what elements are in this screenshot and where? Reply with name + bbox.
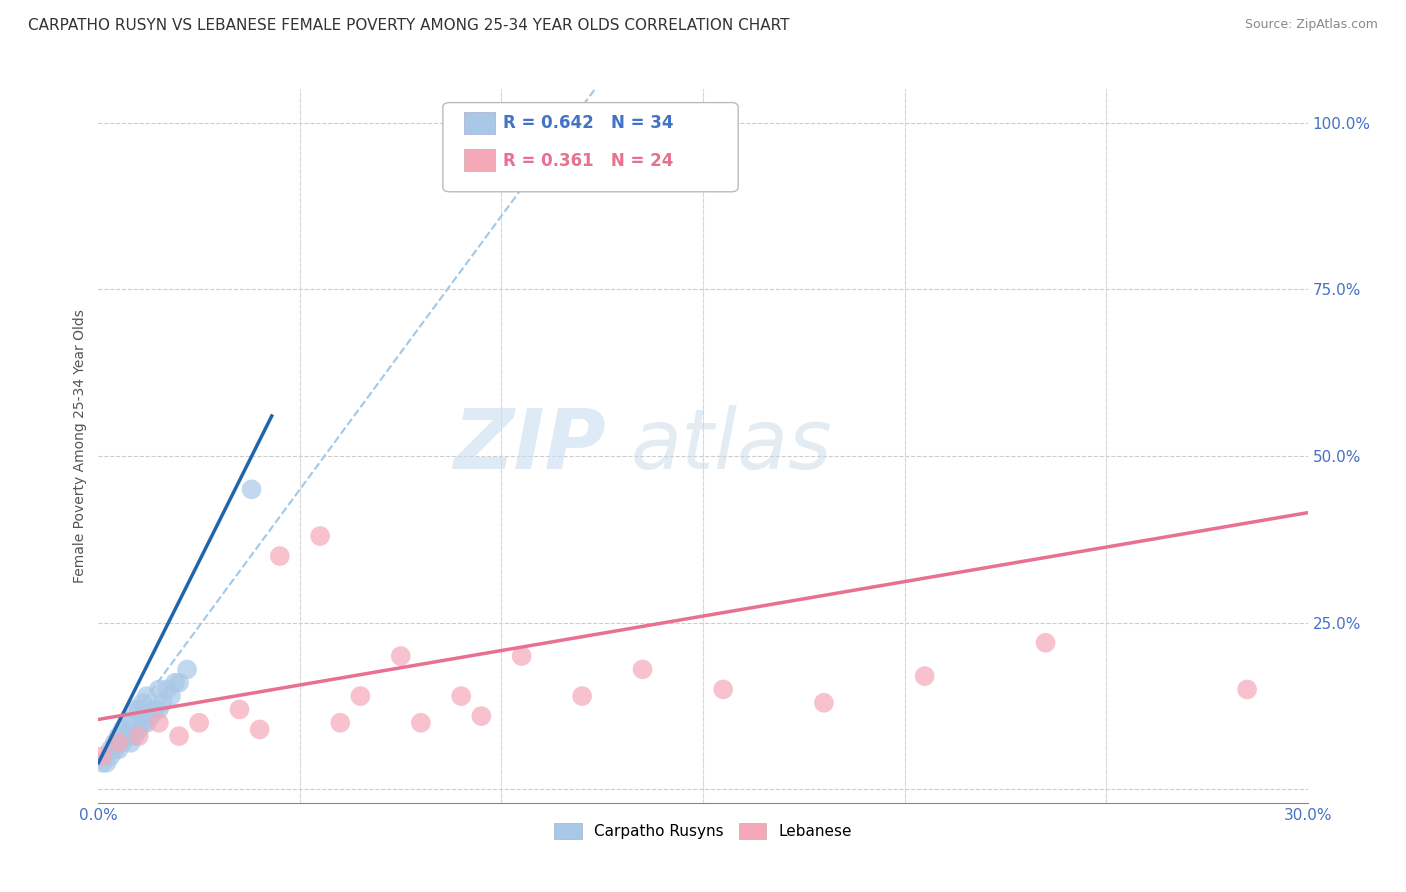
Text: R = 0.642   N = 34: R = 0.642 N = 34 <box>503 114 673 132</box>
Point <box>148 715 170 730</box>
Point <box>128 729 150 743</box>
Point <box>128 723 150 737</box>
Point <box>1236 682 1258 697</box>
Point <box>1035 636 1057 650</box>
Point <box>240 483 263 497</box>
Point <box>124 702 146 716</box>
Point <box>115 729 138 743</box>
Point <box>115 715 138 730</box>
Point <box>228 702 250 716</box>
Point <box>120 715 142 730</box>
Point <box>139 709 162 723</box>
Point <box>329 715 352 730</box>
Point <box>167 729 190 743</box>
Point <box>510 649 533 664</box>
Point <box>143 702 166 716</box>
Text: CARPATHO RUSYN VS LEBANESE FEMALE POVERTY AMONG 25-34 YEAR OLDS CORRELATION CHAR: CARPATHO RUSYN VS LEBANESE FEMALE POVERT… <box>28 18 790 33</box>
Legend: Carpatho Rusyns, Lebanese: Carpatho Rusyns, Lebanese <box>548 817 858 845</box>
Point <box>349 689 371 703</box>
Point <box>631 662 654 676</box>
Point <box>107 736 129 750</box>
Text: ZIP: ZIP <box>454 406 606 486</box>
Point <box>111 736 134 750</box>
Point <box>711 682 734 697</box>
Point <box>152 696 174 710</box>
Point <box>249 723 271 737</box>
Point <box>914 669 936 683</box>
Point <box>96 756 118 770</box>
Point <box>100 742 122 756</box>
Point <box>120 736 142 750</box>
Point <box>163 675 186 690</box>
Point <box>309 529 332 543</box>
Point <box>91 749 114 764</box>
Point <box>188 715 211 730</box>
Point <box>450 689 472 703</box>
Point <box>111 723 134 737</box>
Point <box>269 549 291 563</box>
Point <box>389 649 412 664</box>
Point <box>135 715 157 730</box>
Point <box>103 736 125 750</box>
Point <box>132 715 155 730</box>
Point <box>107 742 129 756</box>
Point <box>148 702 170 716</box>
Y-axis label: Female Poverty Among 25-34 Year Olds: Female Poverty Among 25-34 Year Olds <box>73 309 87 583</box>
Point <box>132 696 155 710</box>
Point <box>103 742 125 756</box>
Point <box>156 682 179 697</box>
Point <box>813 696 835 710</box>
Point <box>409 715 432 730</box>
Point <box>148 682 170 697</box>
Point <box>135 689 157 703</box>
Text: Source: ZipAtlas.com: Source: ZipAtlas.com <box>1244 18 1378 31</box>
Point <box>571 689 593 703</box>
Point <box>128 702 150 716</box>
Text: atlas: atlas <box>630 406 832 486</box>
Point <box>124 729 146 743</box>
Point <box>91 756 114 770</box>
Point <box>167 675 190 690</box>
Text: R = 0.361   N = 24: R = 0.361 N = 24 <box>503 152 673 169</box>
Point <box>160 689 183 703</box>
Point <box>470 709 492 723</box>
Point <box>100 749 122 764</box>
Point <box>450 115 472 129</box>
Point <box>107 729 129 743</box>
Point <box>176 662 198 676</box>
